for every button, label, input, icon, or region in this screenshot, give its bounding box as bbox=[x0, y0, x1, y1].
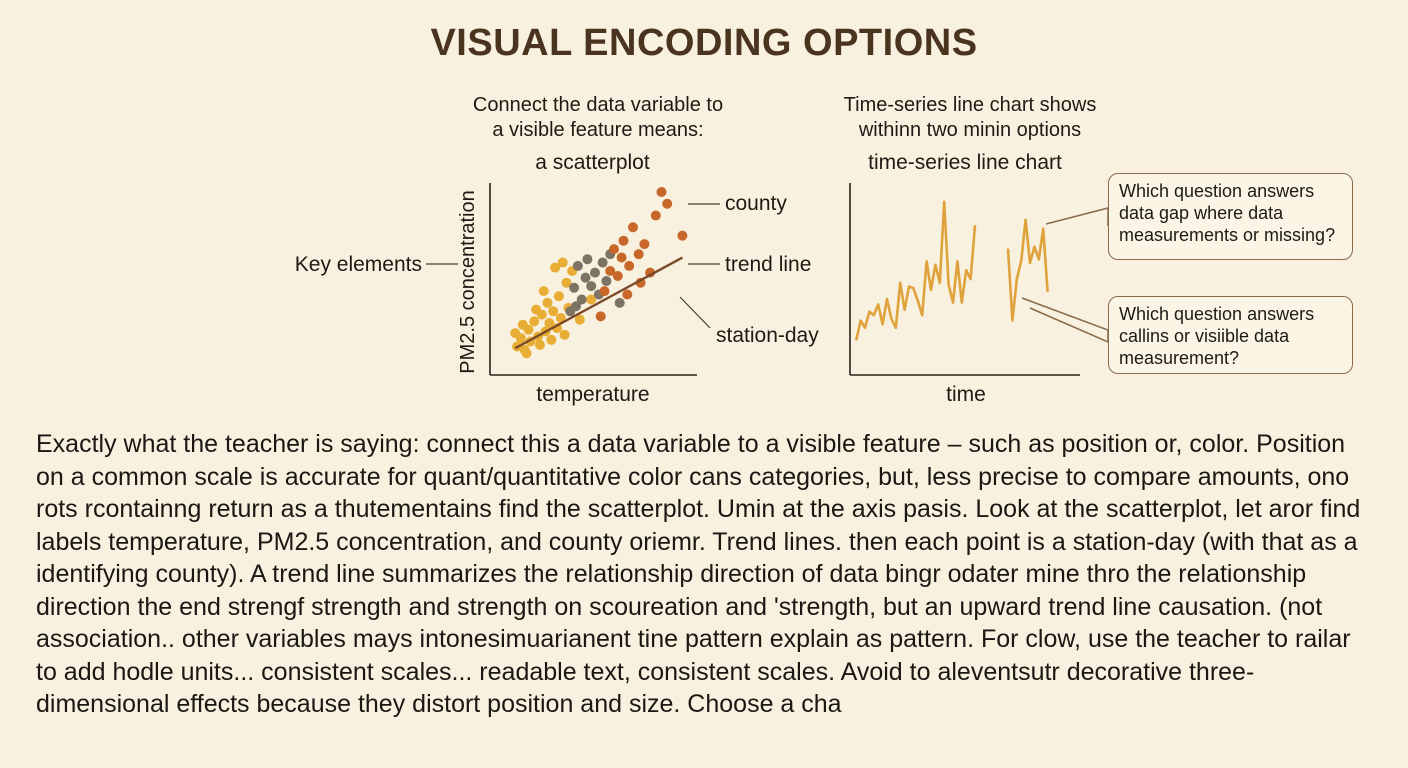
scatter-point-gold bbox=[534, 339, 545, 350]
scatter-point-gold bbox=[586, 294, 597, 305]
page-title: VISUAL ENCODING OPTIONS bbox=[430, 22, 978, 64]
scatter-point-gray bbox=[580, 272, 591, 283]
station-day-leader bbox=[679, 296, 711, 329]
line-chart-title: time-series line chart bbox=[868, 151, 1062, 174]
scatter-point-gold bbox=[550, 262, 561, 273]
callout-gap-pointer bbox=[1045, 207, 1109, 226]
scatter-point-gold bbox=[538, 286, 549, 297]
scatter-point-orange bbox=[595, 311, 606, 322]
scatter-point-gold bbox=[557, 257, 568, 268]
scatter-caption: Connect the data variable to a visible f… bbox=[418, 93, 778, 143]
scatter-point-gray bbox=[576, 294, 587, 305]
scatter-point-gold bbox=[521, 348, 532, 359]
scatter-point-gray bbox=[572, 260, 583, 271]
scatter-caption-line-1: Connect the data variable to bbox=[472, 94, 724, 116]
scatter-point-orange bbox=[609, 244, 619, 255]
line-caption-line-2: withinn two minin options bbox=[858, 119, 1082, 141]
scatter-point-gold bbox=[529, 316, 540, 327]
scatter-point-gray bbox=[597, 257, 608, 268]
scatter-point-orange bbox=[650, 210, 661, 221]
scatter-point-orange bbox=[662, 198, 673, 209]
line-series bbox=[854, 200, 1049, 341]
scatter-ylabel: PM2.5 concentration bbox=[457, 190, 479, 373]
scatter-xlabel: temperature bbox=[536, 383, 649, 406]
scatter-point-gold bbox=[542, 297, 553, 308]
scatter-point-gold bbox=[510, 328, 521, 339]
line-caption-line-1: Time-series line chart shows bbox=[843, 94, 1097, 116]
trend-line bbox=[514, 256, 683, 350]
scatter-point-orange bbox=[677, 230, 688, 241]
scatter-point-orange bbox=[616, 252, 627, 263]
scatter-point-gray bbox=[571, 301, 581, 312]
scatter-point-orange bbox=[599, 286, 610, 297]
scatter-point-gold bbox=[559, 329, 570, 340]
scatter-point-orange bbox=[656, 187, 667, 197]
narration-paragraph: Exactly what the teacher is saying: conn… bbox=[36, 430, 1361, 718]
scatter-point-orange bbox=[622, 289, 633, 300]
line-xlabel: time bbox=[946, 383, 986, 406]
line-series-segment-2 bbox=[1006, 218, 1049, 322]
scatter-point-orange bbox=[633, 249, 644, 260]
callout-data-gap: Which question answers data gap where da… bbox=[1108, 173, 1353, 260]
scatter-point-orange bbox=[612, 271, 623, 281]
scatter-caption-line-2: a visible feature means: bbox=[492, 119, 704, 141]
scatter-point-gold bbox=[548, 306, 559, 317]
scatter-point-gold bbox=[561, 277, 572, 288]
scatter-point-gray bbox=[590, 267, 600, 278]
station-day-label: station-day bbox=[716, 324, 819, 347]
scatter-points bbox=[510, 187, 688, 359]
scatter-point-orange bbox=[605, 265, 616, 276]
scatter-point-orange bbox=[624, 260, 635, 271]
scatter-point-orange bbox=[628, 222, 638, 233]
county-label: county bbox=[725, 192, 787, 215]
line-caption: Time-series line chart shows withinn two… bbox=[800, 93, 1140, 143]
scatter-point-gold bbox=[544, 318, 555, 329]
scatter-point-gray bbox=[614, 297, 625, 308]
scatter-point-gold bbox=[546, 334, 557, 345]
line-series-segment-1 bbox=[854, 200, 977, 341]
scatter-point-gold bbox=[531, 304, 542, 315]
trend-line-label: trend line bbox=[725, 253, 811, 276]
scatter-point-gray bbox=[569, 282, 580, 293]
figure-canvas: PM2.5 concentration temperature Key elem… bbox=[295, 183, 1109, 406]
scatter-chart-title: a scatterplot bbox=[535, 151, 650, 174]
scatter-point-gold bbox=[555, 313, 566, 323]
scatter-point-orange bbox=[618, 235, 629, 246]
scatter-point-gold bbox=[574, 314, 585, 325]
callout-visible-pointer bbox=[1021, 297, 1109, 344]
callout-visible-data: Which question answers callins or visiib… bbox=[1108, 296, 1353, 374]
scatter-point-gray bbox=[586, 281, 597, 292]
scatter-point-gold bbox=[553, 291, 564, 302]
scatter-point-gray bbox=[601, 276, 612, 287]
scatter-point-gray bbox=[582, 254, 593, 265]
scatter-point-orange bbox=[639, 239, 650, 250]
scatter-point-gold bbox=[517, 319, 528, 330]
key-elements-label: Key elements bbox=[295, 253, 422, 276]
